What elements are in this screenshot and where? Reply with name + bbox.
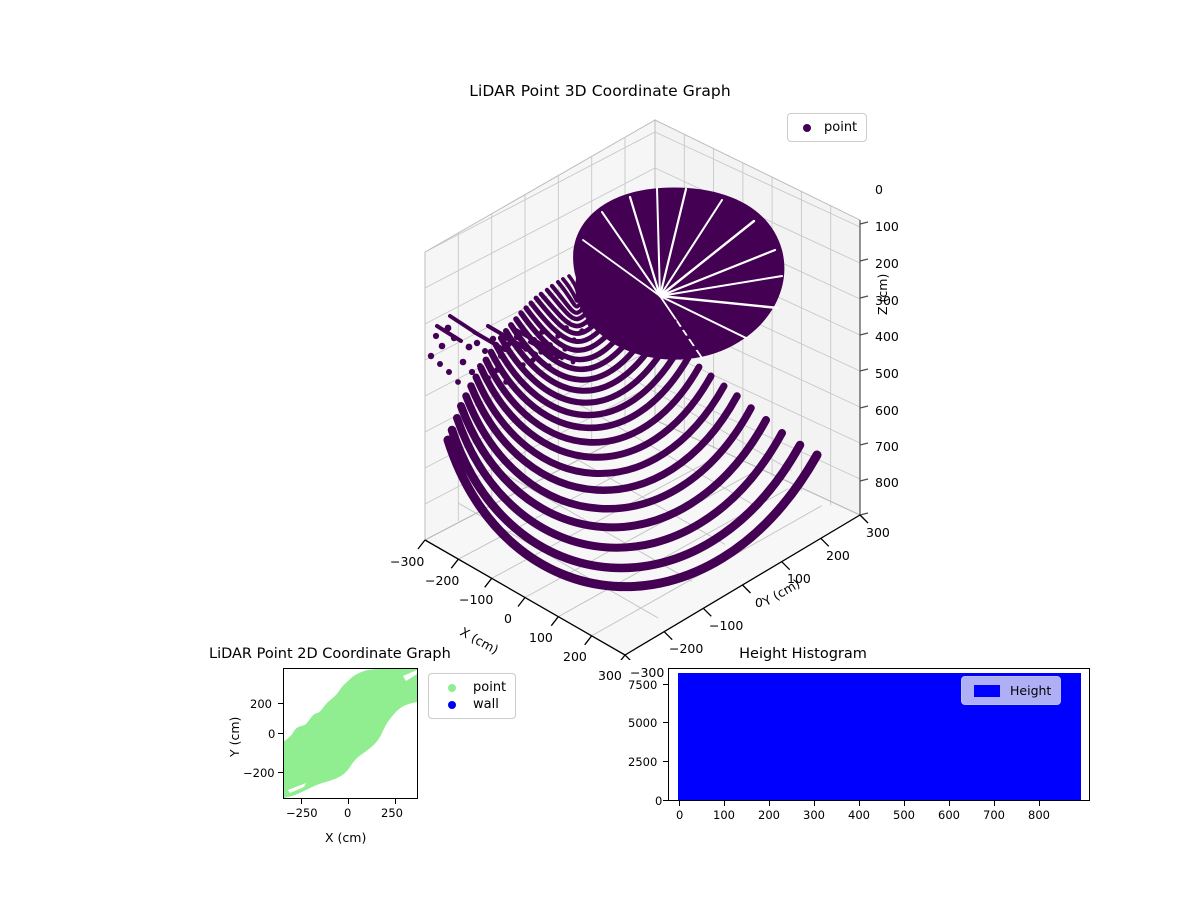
plot3d-xtick-0: 0	[504, 611, 512, 626]
histogram-xtick-mark-700	[994, 801, 996, 806]
plot3d-ztick-500: 500	[875, 366, 899, 381]
legend-entry-wall[interactable]: wall	[437, 696, 506, 713]
plot2d-xtick-250: 250	[381, 806, 403, 820]
histogram-xtick-600: 600	[938, 808, 960, 822]
histogram-ytick-0: 0	[655, 794, 663, 808]
plot3d-ytick-300: 300	[866, 525, 890, 540]
plot3d-xtick-300: 300	[598, 668, 622, 683]
plot3d-ztick-600: 600	[875, 403, 899, 418]
plot2d-yaxis-label: Y (cm)	[227, 716, 242, 757]
plot2d-axes[interactable]	[283, 668, 418, 799]
height-patch-icon	[970, 684, 1004, 697]
plot3d-canvas	[417, 119, 869, 660]
histogram-ytick-5000: 5000	[628, 716, 658, 730]
plot2d-xtick-mark-m250	[301, 799, 303, 804]
histogram-xtick-500: 500	[893, 808, 915, 822]
histogram-ytick-2500: 2500	[628, 755, 658, 769]
plot2d-ytick-mark-200	[278, 703, 283, 705]
plot3d-ztick-200: 200	[875, 256, 899, 271]
plot3d-title: LiDAR Point 3D Coordinate Graph	[469, 82, 731, 100]
plot2d-xtick-0: 0	[344, 806, 352, 820]
plot3d-xtick-m100: −100	[459, 592, 494, 607]
legend-label-point: point	[824, 120, 858, 135]
plot3d-legend[interactable]: point	[787, 113, 868, 142]
plot2d-ytick-mark-0	[278, 733, 283, 735]
legend-entry-height[interactable]: Height	[970, 682, 1051, 699]
legend-label-point: point	[473, 680, 507, 695]
histogram-xtick-mark-100	[724, 801, 726, 806]
plot2d-xaxis-label: X (cm)	[325, 830, 367, 845]
wall-marker-icon	[437, 700, 467, 709]
histogram-ytick-mark-5000	[663, 722, 668, 724]
plot3d-ztick-0: 0	[875, 182, 883, 197]
plot3d-sparse-points	[427, 321, 593, 385]
plot3d-inner-rings	[579, 277, 705, 354]
plot3d-ztick-300: 300	[875, 293, 899, 308]
histogram-title: Height Histogram	[739, 646, 867, 662]
histogram-xtick-200: 200	[758, 808, 780, 822]
plot3d-ztick-100: 100	[875, 219, 899, 234]
legend-entry-point[interactable]: point	[796, 119, 857, 136]
histogram-xtick-mark-400	[859, 801, 861, 806]
histogram-xtick-mark-600	[949, 801, 951, 806]
plot2d-point-cloud	[284, 669, 417, 798]
legend-label-wall: wall	[473, 697, 499, 712]
legend-label-height: Height	[1010, 683, 1052, 698]
histogram-legend[interactable]: Height	[961, 676, 1062, 705]
plot3d-axes[interactable]: 0 100 200 300 400 500 600 700 800 Z (cm)…	[330, 100, 930, 683]
point-marker-icon	[437, 683, 467, 692]
histogram-xtick-mark-0	[679, 801, 681, 806]
histogram-xtick-mark-200	[769, 801, 771, 806]
histogram-ytick-7500: 7500	[628, 678, 658, 692]
histogram-xtick-0: 0	[676, 808, 684, 822]
plot3d-ytick-0: 0	[755, 595, 763, 610]
plot2d-xtick-mark-0	[348, 799, 350, 804]
plot3d-left-spokes	[435, 314, 564, 360]
point-marker-icon	[796, 123, 818, 132]
plot2d-ytick-m200: −200	[243, 766, 275, 780]
plot3d-ztick-800: 800	[875, 475, 899, 490]
plot3d-xtick-m300: −300	[390, 554, 425, 569]
plot3d-ytick-100: 100	[787, 571, 811, 586]
histogram-xtick-mark-500	[904, 801, 906, 806]
plot3d-xtick-m200: −200	[425, 573, 460, 588]
legend-entry-point[interactable]: point	[437, 679, 506, 696]
plot3d-ztick-400: 400	[875, 329, 899, 344]
histogram-xtick-300: 300	[803, 808, 825, 822]
plot3d-ytick-m100: −100	[709, 618, 744, 633]
histogram-axes[interactable]	[668, 668, 1090, 801]
histogram-xtick-100: 100	[713, 808, 735, 822]
histogram-xtick-mark-300	[814, 801, 816, 806]
plot3d-xaxis	[417, 539, 626, 660]
plot2d-xtick-m250: −250	[286, 806, 318, 820]
plot2d-title: LiDAR Point 2D Coordinate Graph	[209, 646, 451, 662]
plot3d-zaxis	[859, 220, 869, 516]
plot3d-xtick-200: 200	[563, 649, 587, 664]
plot3d-zaxis-label: Z (cm)	[875, 273, 890, 315]
plot2d-legend[interactable]: point wall	[428, 673, 517, 719]
plot3d-ztick-700: 700	[875, 439, 899, 454]
plot2d-ytick-0: 0	[268, 727, 276, 741]
histogram-xtick-400: 400	[848, 808, 870, 822]
histogram-xtick-mark-800	[1039, 801, 1041, 806]
histogram-ytick-mark-7500	[663, 684, 668, 686]
plot3d-yaxis	[624, 514, 869, 660]
histogram-ytick-mark-2500	[663, 761, 668, 763]
plot3d-ytick-m200: −200	[669, 641, 704, 656]
plot2d-xtick-mark-250	[395, 799, 397, 804]
histogram-xtick-700: 700	[983, 808, 1005, 822]
plot3d-ytick-m300: −300	[630, 665, 665, 680]
plot2d-ytick-mark-m200	[278, 772, 283, 774]
histogram-ytick-mark-0	[663, 800, 668, 802]
plot3d-xtick-100: 100	[529, 630, 553, 645]
histogram-xtick-800: 800	[1028, 808, 1050, 822]
plot3d-ytick-200: 200	[826, 548, 850, 563]
plot3d-dense-bowl	[573, 187, 785, 360]
plot2d-ytick-200: 200	[250, 697, 272, 711]
